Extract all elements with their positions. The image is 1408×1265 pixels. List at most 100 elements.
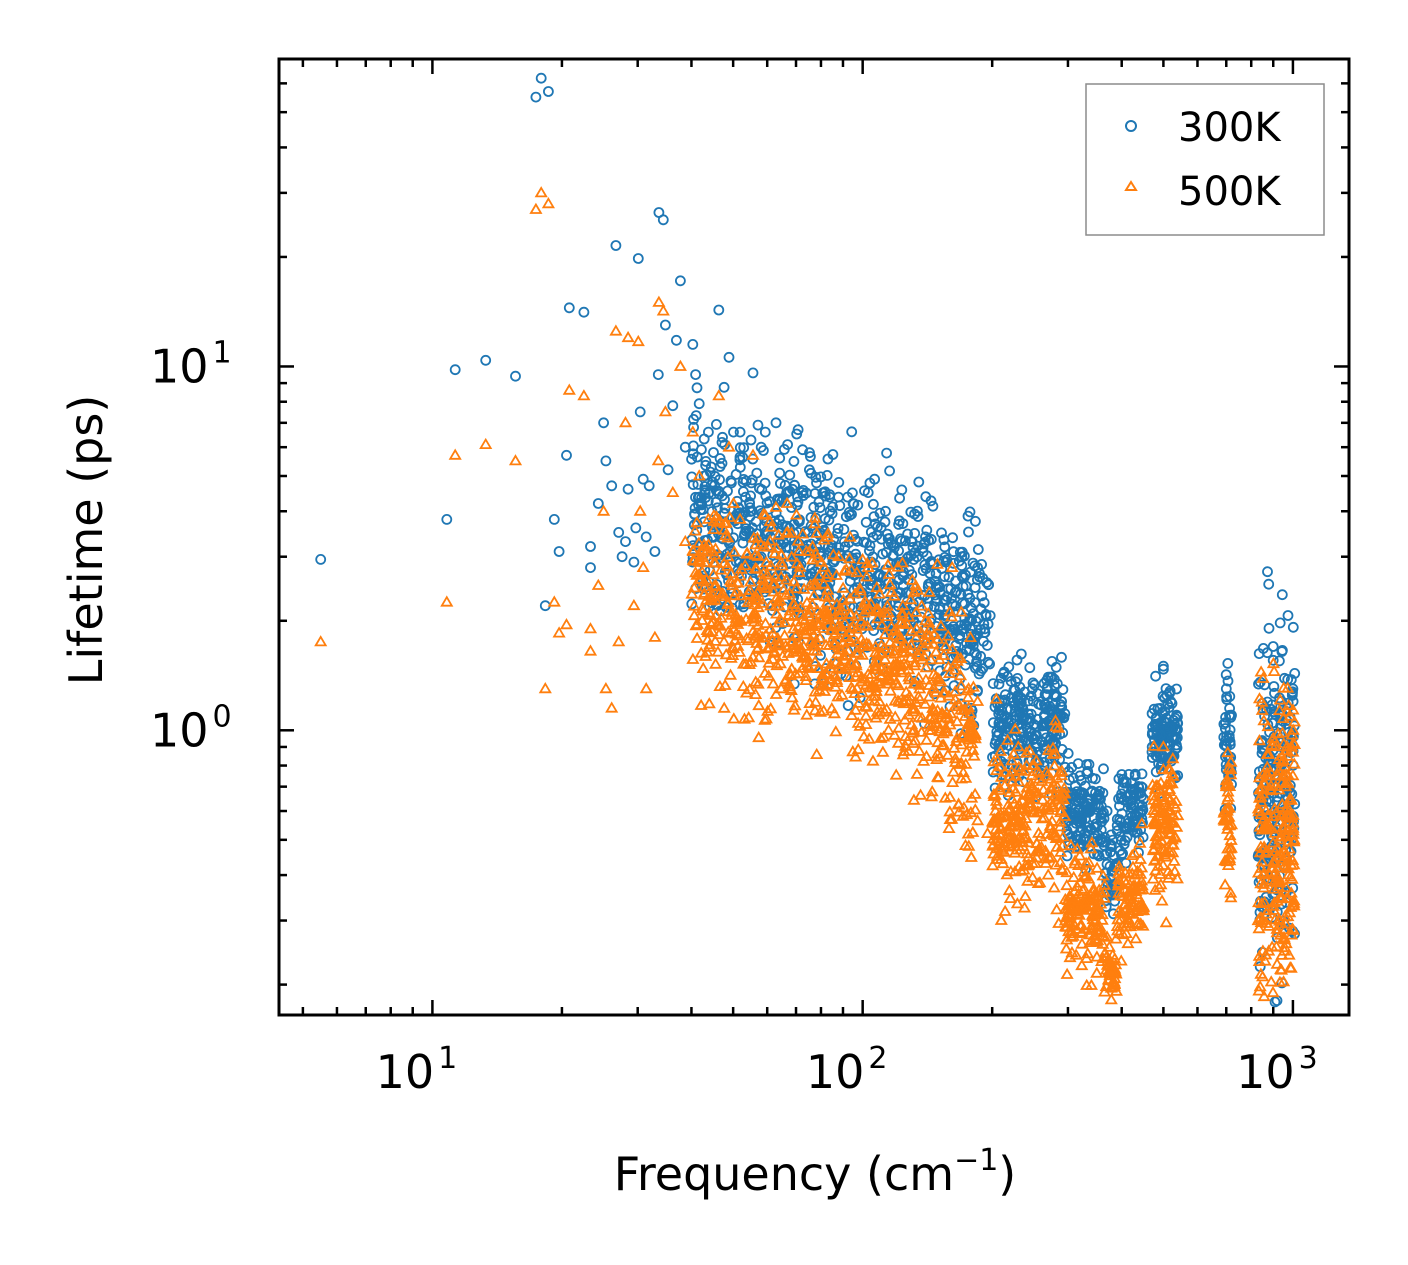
point-300k [969,560,981,572]
point-500k [1158,816,1172,828]
point-500k [954,703,968,715]
point-500k [1267,856,1281,868]
point-500k [1277,975,1291,987]
point-500k [836,636,850,648]
point-500k [899,693,913,705]
point-500k [1170,820,1184,832]
point-500k [760,581,774,593]
plot-frame [277,57,1351,1017]
point-500k [1156,740,1170,752]
point-300k [657,214,669,226]
point-300k [700,459,711,471]
point-500k [612,635,626,647]
point-500k [1155,894,1169,906]
point-500k [1013,808,1027,820]
point-300k [738,473,750,485]
point-500k [930,752,944,764]
point-300k [315,554,327,565]
point-500k [1123,892,1137,904]
point-300k [998,718,1010,730]
point-300k [620,536,631,547]
point-300k [1075,833,1087,845]
point-500k [700,645,714,657]
point-300k [940,595,952,606]
point-500k [813,631,827,643]
point-500k [1268,844,1282,856]
point-300k [791,428,803,440]
point-300k [693,398,705,410]
point-500k [583,622,598,634]
point-300k [700,492,711,503]
point-300k [632,253,644,264]
point-500k [731,614,745,626]
point-300k [881,447,892,459]
point-300k [778,443,790,455]
point-300k [714,453,726,464]
point-500k [870,580,884,593]
point-500k [989,692,1003,704]
point-300k [1031,738,1042,749]
point-500k [1277,681,1291,693]
point-500k [1060,878,1074,891]
point-300k [649,546,661,557]
point-500k [1279,917,1293,929]
point-300k [1171,683,1182,695]
point-500k [1282,948,1296,960]
point-300k [1097,787,1109,799]
point-500k [908,659,922,671]
point-500k [945,560,959,572]
point-300k [755,441,767,453]
point-500k [852,696,866,708]
point-500k [1218,854,1232,866]
point-500k [1049,831,1063,843]
point-500k [829,725,843,737]
point-500k [1218,878,1232,890]
point-300k [865,526,877,538]
point-500k [891,736,905,748]
point-500k [813,705,827,717]
point-300k [846,426,858,438]
point-300k [675,275,686,287]
point-500k [1076,884,1090,896]
point-300k [1129,768,1141,780]
point-300k [578,306,590,318]
point-500k [1255,855,1269,867]
point-500k [877,730,891,742]
point-500k [838,653,852,665]
point-300k [1119,821,1131,832]
point-500k [1221,790,1236,802]
point-500k [759,628,773,640]
point-500k [987,815,1001,827]
point-500k [946,765,960,777]
point-300k [834,500,846,512]
point-300k [616,551,628,563]
point-500k [783,604,797,616]
point-500k [727,545,741,557]
point-500k [1088,932,1102,944]
point-500k [591,578,605,590]
point-500k [808,517,822,529]
point-500k [881,723,896,735]
point-300k [872,521,883,533]
point-500k [725,576,739,588]
point-500k [1031,876,1045,888]
point-500k [805,553,820,565]
point-300k [976,559,987,570]
point-500k [859,678,873,690]
point-500k [1068,884,1082,897]
point-500k [1016,823,1030,835]
point-300k [548,514,560,525]
point-500k [994,770,1009,782]
point-500k [992,781,1007,793]
point-500k [1014,864,1028,876]
point-500k [1082,855,1096,867]
point-500k [1019,746,1033,758]
point-300k [864,477,876,489]
point-500k [1106,977,1120,989]
point-500k [907,585,921,597]
point-500k [752,698,766,711]
point-500k [1044,796,1058,808]
point-300k [740,475,752,487]
point-300k [893,519,904,530]
point-300k [1024,662,1036,674]
